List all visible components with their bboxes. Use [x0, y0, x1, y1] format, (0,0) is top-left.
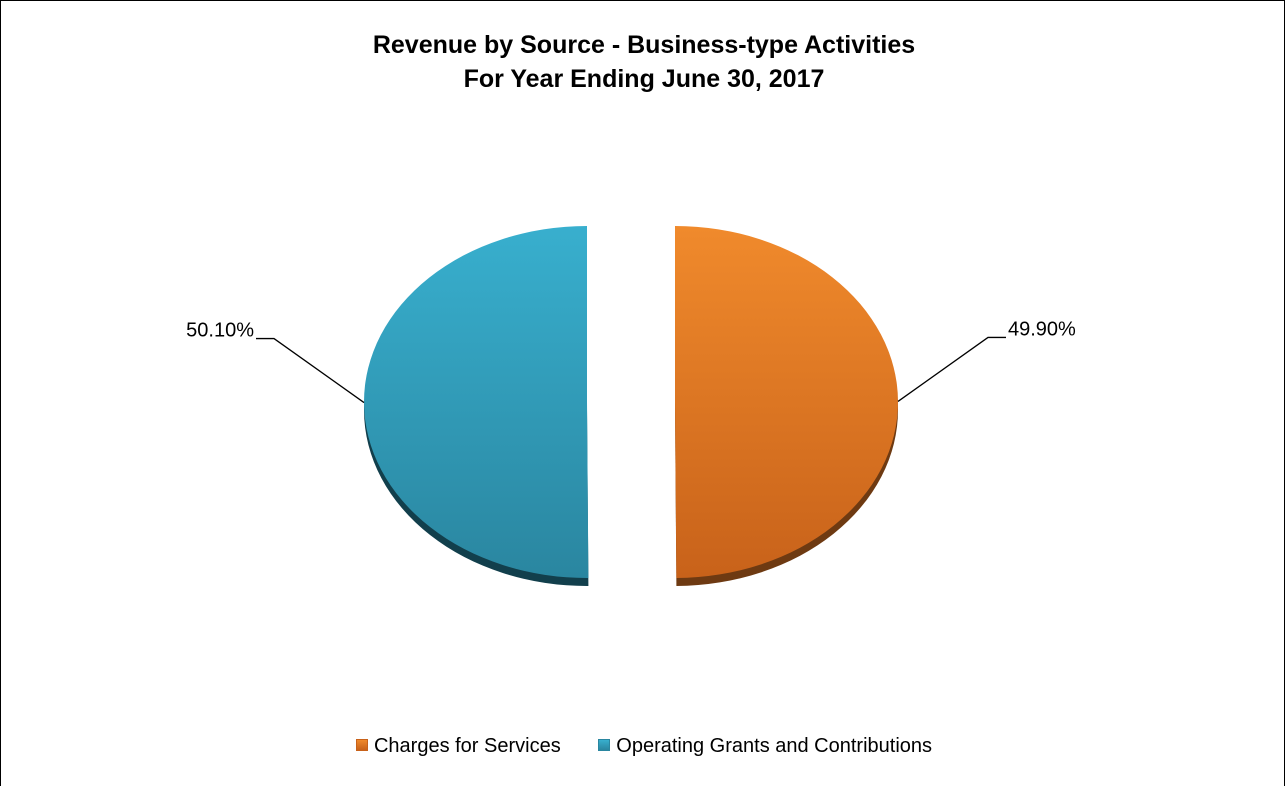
data-label: 50.10% [186, 320, 254, 342]
legend-swatch-icon [355, 738, 368, 751]
chart-subtitle: For Year Ending June 30, 2017 [463, 65, 825, 93]
legend-entry-operating-grants: Operating Grants and Contributions [598, 735, 932, 758]
legend-label: Operating Grants and Contributions [616, 735, 933, 758]
legend: Charges for Services Operating Grants an… [0, 735, 1288, 758]
chart-title-line1: Revenue by Source - Business-type Activi… [372, 31, 916, 59]
leader-line [256, 337, 365, 404]
chart-title: Revenue by Source - Business-type Activi… [0, 28, 1288, 96]
legend-label: Charges for Services [373, 735, 561, 758]
leader-line [897, 336, 1006, 402]
legend-swatch-icon [598, 738, 611, 751]
data-label: 49.90% [1008, 318, 1076, 340]
pie-slice-charges-for-services [675, 226, 898, 578]
legend-entry-charges-for-services: Charges for Services [355, 735, 561, 758]
pie-slice-operating-grants-and-contributions [363, 226, 589, 578]
